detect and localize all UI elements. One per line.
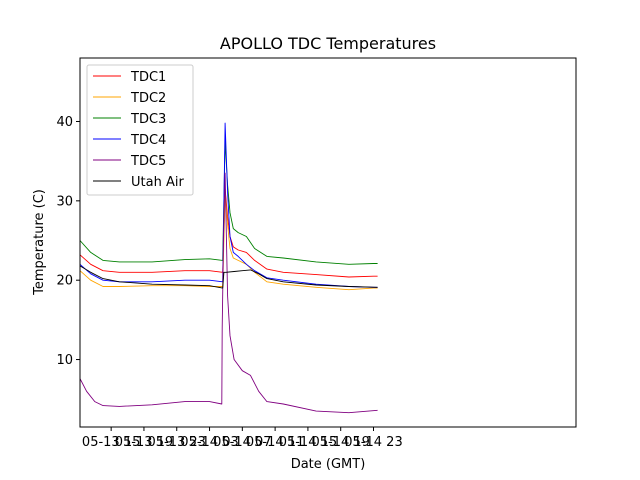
x-axis-label: Date (GMT) (291, 457, 366, 472)
x-tick-label: 05-13 23 (148, 435, 206, 450)
y-tick-label: 20 (56, 274, 73, 289)
x-tick-label: 05-13 19 (115, 435, 173, 450)
series-line-tdc5 (80, 172, 378, 414)
y-tick-label: 10 (56, 353, 73, 368)
y-tick-label: 40 (56, 115, 73, 130)
chart-title: APOLLO TDC Temperatures (220, 34, 436, 53)
legend-label: TDC2 (130, 91, 166, 106)
y-tick-label: 30 (56, 194, 73, 209)
series-line-utah-air (80, 265, 378, 289)
y-axis: 10 20 30 40 (56, 115, 80, 368)
legend-label: TDC4 (130, 133, 166, 148)
legend-label: Utah Air (131, 175, 184, 190)
y-axis-label: Temperature (C) (32, 189, 47, 296)
legend: TDC1 TDC2 TDC3 TDC4 TDC5 Utah Air (86, 64, 194, 196)
series-line-tdc2 (80, 192, 378, 291)
x-tick-label: 05-14 07 (213, 435, 271, 450)
plot-frame (79, 57, 577, 428)
x-tick-label: 05-13 15 (82, 435, 140, 450)
legend-label: TDC3 (130, 112, 166, 127)
x-tick-label: 05-14 11 (246, 435, 304, 450)
series-line-tdc4 (80, 122, 378, 288)
series-layer (80, 122, 378, 414)
legend-label: TDC5 (130, 154, 166, 169)
x-tick-label: 05-14 19 (311, 435, 369, 450)
x-tick-label: 05-14 23 (344, 435, 402, 450)
x-tick-label: 05-14 15 (279, 435, 337, 450)
x-tick-label: 05-14 03 (180, 435, 238, 450)
series-line-tdc3 (80, 140, 378, 265)
legend-label: TDC1 (130, 70, 166, 85)
